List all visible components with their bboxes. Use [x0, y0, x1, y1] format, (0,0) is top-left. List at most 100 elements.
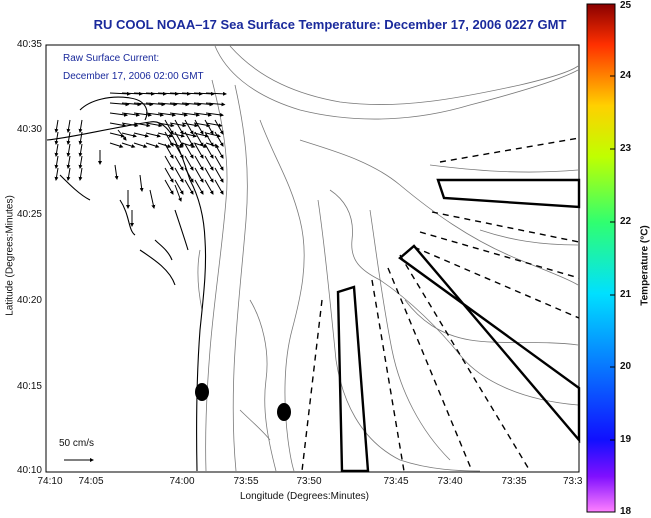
current-vector [121, 132, 137, 138]
current-vector [164, 167, 174, 183]
current-vector [66, 155, 71, 169]
current-vector [174, 155, 184, 171]
current-vector [133, 142, 148, 148]
current-vector [78, 131, 83, 145]
y-tick-label: 40:15 [16, 381, 42, 392]
x-tick-label: 73:3 [563, 476, 583, 487]
current-vector [145, 102, 166, 107]
current-vector [181, 112, 200, 117]
current-vector [194, 167, 204, 183]
current-vector [133, 122, 151, 128]
current-vector [109, 122, 127, 128]
current-vector [54, 131, 59, 145]
current-vector [149, 189, 156, 209]
colorbar-tick-label: 18 [620, 506, 632, 517]
current-vector [184, 131, 194, 147]
current-vector [181, 91, 203, 96]
current-vector [204, 131, 214, 147]
current-vector [133, 91, 155, 96]
current-vector [164, 131, 174, 147]
colorbar-tick-label: 23 [620, 143, 632, 154]
current-vector [66, 143, 71, 157]
current-vector [174, 143, 184, 159]
current-vector [157, 112, 176, 117]
x-tick-label: 73:50 [296, 476, 322, 487]
current-vector [54, 167, 59, 181]
current-vector [174, 119, 184, 135]
current-vector [194, 119, 204, 135]
current-vector [184, 143, 194, 159]
y-tick-label: 40:20 [16, 295, 42, 306]
x-tick-label: 74:05 [78, 476, 104, 487]
scale-label: 50 cm/s [59, 438, 95, 449]
current-vector [174, 184, 182, 202]
current-vector [109, 142, 124, 148]
colorbar-tick-label: 22 [620, 216, 632, 227]
temperature-colorbar [586, 3, 616, 513]
y-tick-label: 40:30 [16, 124, 42, 135]
current-vector [205, 91, 227, 96]
x-tick-label: 73:55 [233, 476, 259, 487]
current-vector [181, 132, 197, 138]
current-vector [109, 102, 130, 107]
x-tick-label: 73:40 [437, 476, 463, 487]
current-vector [121, 102, 142, 107]
current-vector [205, 122, 223, 128]
current-vector [109, 91, 131, 96]
colorbar-label: Temperature (°C) [639, 225, 651, 306]
current-vector [214, 119, 224, 135]
current-vector [194, 179, 204, 195]
x-tick-label: 74:00 [169, 476, 195, 487]
current-vector [169, 102, 190, 107]
current-vector [214, 143, 224, 159]
current-vector [169, 91, 191, 96]
current-vector [54, 119, 59, 133]
current-vector [174, 167, 184, 183]
current-vector [157, 122, 175, 128]
colorbar-tick-label: 20 [620, 361, 632, 372]
y-axis-label: Latitude (Degrees:Minutes) [4, 195, 16, 316]
current-vector [78, 119, 83, 133]
current-vector [204, 179, 214, 195]
current-vector [139, 174, 144, 192]
current-vector [145, 122, 163, 128]
current-vector [133, 102, 154, 107]
surface-current-vectors [54, 91, 227, 227]
current-vector [214, 179, 224, 195]
current-vector [184, 167, 194, 183]
current-vector [157, 142, 172, 148]
current-vector [174, 131, 184, 147]
current-vector [54, 155, 59, 169]
y-tick-label: 40:35 [16, 39, 42, 50]
current-vector [66, 119, 71, 133]
current-vector [194, 155, 204, 171]
buoy-marker [195, 383, 209, 401]
current-vector [121, 112, 140, 117]
current-vector [204, 143, 214, 159]
current-vector [157, 91, 179, 96]
current-vector [204, 119, 214, 135]
current-vector [181, 102, 202, 107]
current-vector [181, 122, 199, 128]
colorbar-tick-label: 19 [620, 434, 632, 445]
current-annotation-line2: December 17, 2006 02:00 GMT [63, 71, 204, 82]
current-vector [54, 143, 59, 157]
current-vector [194, 143, 204, 159]
current-vector [169, 112, 188, 117]
plot-frame [45, 44, 580, 473]
current-vector [66, 167, 71, 181]
y-tick-label: 40:25 [16, 209, 42, 220]
current-vector [164, 119, 174, 135]
current-vector [184, 179, 194, 195]
current-vector [114, 164, 119, 180]
colorbar-tick-label: 21 [620, 289, 632, 300]
current-vector [133, 132, 149, 138]
colorbar-ticks [610, 75, 615, 441]
bathymetry-contours [197, 45, 579, 472]
coastline [46, 96, 207, 472]
current-vector [121, 122, 139, 128]
current-vector [145, 132, 161, 138]
y-tick-label: 40:10 [16, 465, 42, 476]
colorbar-tick-label: 25 [620, 0, 632, 11]
